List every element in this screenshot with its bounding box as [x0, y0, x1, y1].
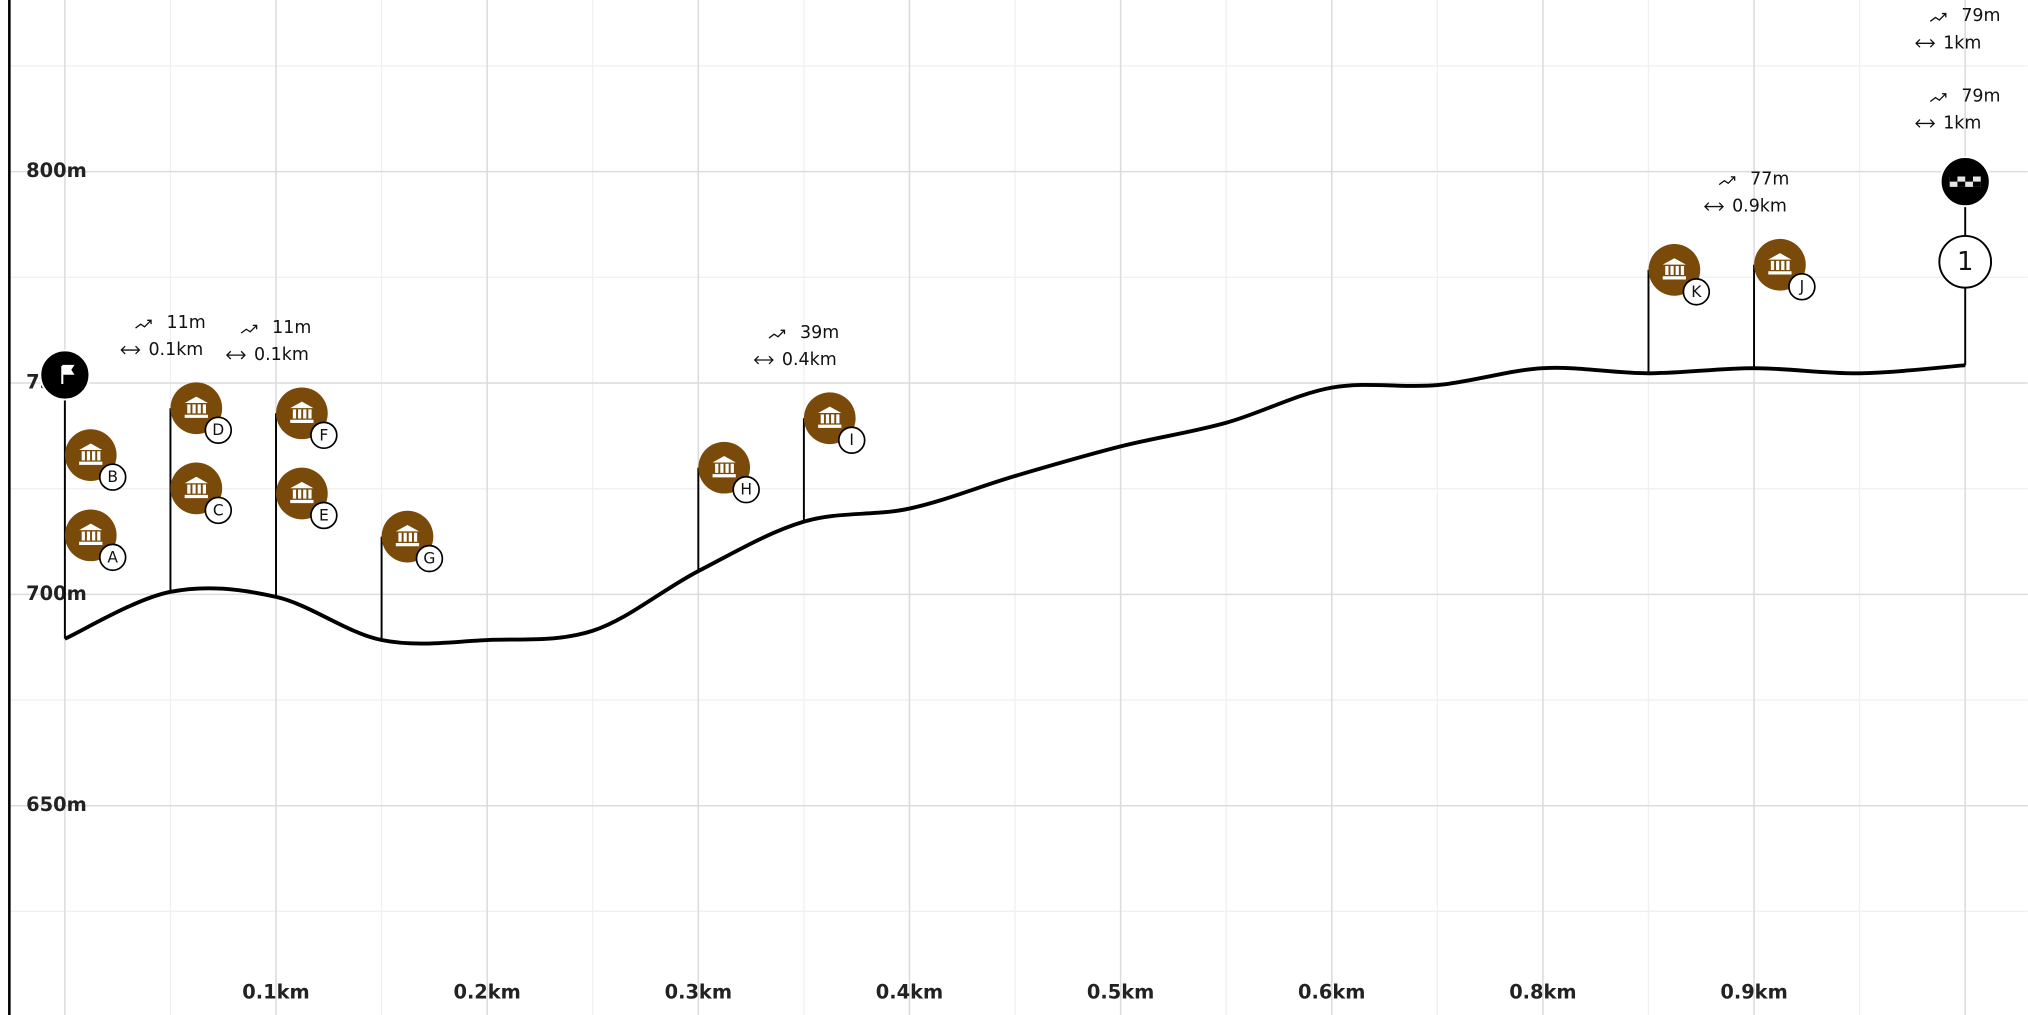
- distance-value: 1km: [1943, 33, 1981, 53]
- x-tick-label: 0.6km: [1298, 981, 1365, 1004]
- poi-marker: B: [64, 429, 127, 491]
- y-tick-label: 700m: [26, 582, 87, 605]
- museum-icon: [395, 524, 420, 547]
- gain-icon: [240, 324, 258, 334]
- museum-icon: [79, 443, 103, 465]
- distance-value: 0.4km: [782, 350, 837, 370]
- x-tick-label: 0.2km: [453, 981, 520, 1004]
- distance-value: 0.9km: [1732, 197, 1787, 217]
- badge-label: A: [107, 548, 118, 566]
- museum-icon: [1662, 258, 1686, 280]
- x-tick-label: 0.1km: [242, 981, 309, 1004]
- badge-circle: [1682, 278, 1711, 306]
- badge-circle: [204, 496, 233, 525]
- poi-marker: F: [276, 387, 338, 450]
- badge-label: G: [423, 550, 435, 568]
- badge-label: C: [213, 501, 224, 519]
- badge-label: H: [740, 481, 752, 499]
- poi-marker: D: [170, 382, 233, 444]
- gain-value: 77m: [1750, 169, 1789, 189]
- gain-icon: [1929, 12, 1947, 22]
- badge-circle: [310, 501, 338, 530]
- poi-marker: J: [1754, 238, 1816, 301]
- badge-circle: [837, 426, 866, 454]
- x-tick-label: 0.5km: [1087, 981, 1154, 1004]
- gain-value: 79m: [1961, 6, 2000, 26]
- museum-icon: [712, 456, 736, 478]
- badge-label: E: [319, 506, 329, 524]
- poi-marker: C: [170, 462, 233, 525]
- gain-value: 11m: [272, 318, 311, 338]
- stat-label: 11m 0.1km: [120, 313, 206, 360]
- distance-icon: [120, 345, 141, 355]
- museum-icon: [79, 523, 103, 546]
- badge-circle: [1788, 272, 1816, 301]
- gain-icon: [135, 319, 152, 329]
- distance-icon: [1915, 38, 1936, 48]
- badge-circle: [204, 416, 233, 444]
- badge-circle: [310, 421, 338, 450]
- waypoint-label: 1: [1957, 247, 1973, 277]
- museum-icon: [290, 401, 314, 424]
- museum-icon: [290, 481, 314, 504]
- start-marker: [39, 349, 91, 401]
- flag-icon: [61, 364, 75, 385]
- y-tick-label: 800m: [26, 159, 87, 182]
- distance-icon: [225, 350, 246, 360]
- markers: A B C D E F G H I K J 1: [39, 156, 1993, 573]
- distance-value: 1km: [1943, 113, 1981, 133]
- gain-value: 39m: [800, 323, 839, 343]
- poi-marker: G: [381, 510, 444, 573]
- badge-label: I: [849, 431, 854, 449]
- stat-label: 11m 0.1km: [225, 318, 311, 365]
- badge-label: F: [319, 426, 328, 444]
- x-tick-label: 0.4km: [876, 981, 943, 1004]
- gain-value: 79m: [1961, 86, 2000, 106]
- poi-marker: H: [698, 441, 760, 504]
- start-circle: [39, 349, 91, 401]
- badge-label: J: [1799, 278, 1805, 296]
- poi-marker: E: [276, 467, 338, 530]
- finish-icon-check: [1949, 176, 1981, 187]
- distance-value: 0.1km: [254, 345, 309, 365]
- gain-icon: [768, 329, 786, 339]
- badge-label: B: [107, 468, 118, 486]
- poi-marker: I: [803, 392, 866, 454]
- museum-icon: [818, 406, 842, 428]
- x-tick-label: 0.3km: [665, 981, 732, 1004]
- museum-icon: [184, 476, 208, 499]
- stat-label: 39m 0.4km: [753, 323, 839, 370]
- distance-icon: [753, 355, 774, 365]
- x-tick-label: 0.9km: [1720, 981, 1787, 1004]
- museum-icon: [184, 396, 208, 418]
- badge-circle: [732, 475, 760, 504]
- stat-label: 77m 0.9km: [1704, 169, 1789, 217]
- badge-circle: [415, 544, 444, 573]
- distance-value: 0.1km: [148, 340, 203, 360]
- poi-marker: K: [1648, 243, 1711, 306]
- poi-marker: A: [64, 509, 127, 572]
- distance-icon: [1704, 202, 1724, 211]
- badge-label: D: [212, 421, 224, 439]
- badge-label: K: [1691, 283, 1702, 301]
- distance-icon: [1915, 119, 1936, 128]
- waypoint-circle: [1938, 234, 1993, 289]
- waypoint-marker: 1: [1938, 234, 1993, 289]
- y-tick-label: 650m: [26, 793, 87, 816]
- badge-circle: [98, 543, 127, 572]
- finish-marker: [1939, 156, 1991, 208]
- x-tick-label: 0.8km: [1509, 981, 1576, 1004]
- badge-circle: [98, 463, 127, 491]
- gain-value: 11m: [167, 313, 206, 333]
- gain-icon: [1718, 176, 1736, 186]
- gain-icon: [1929, 93, 1947, 102]
- museum-icon: [1768, 253, 1792, 275]
